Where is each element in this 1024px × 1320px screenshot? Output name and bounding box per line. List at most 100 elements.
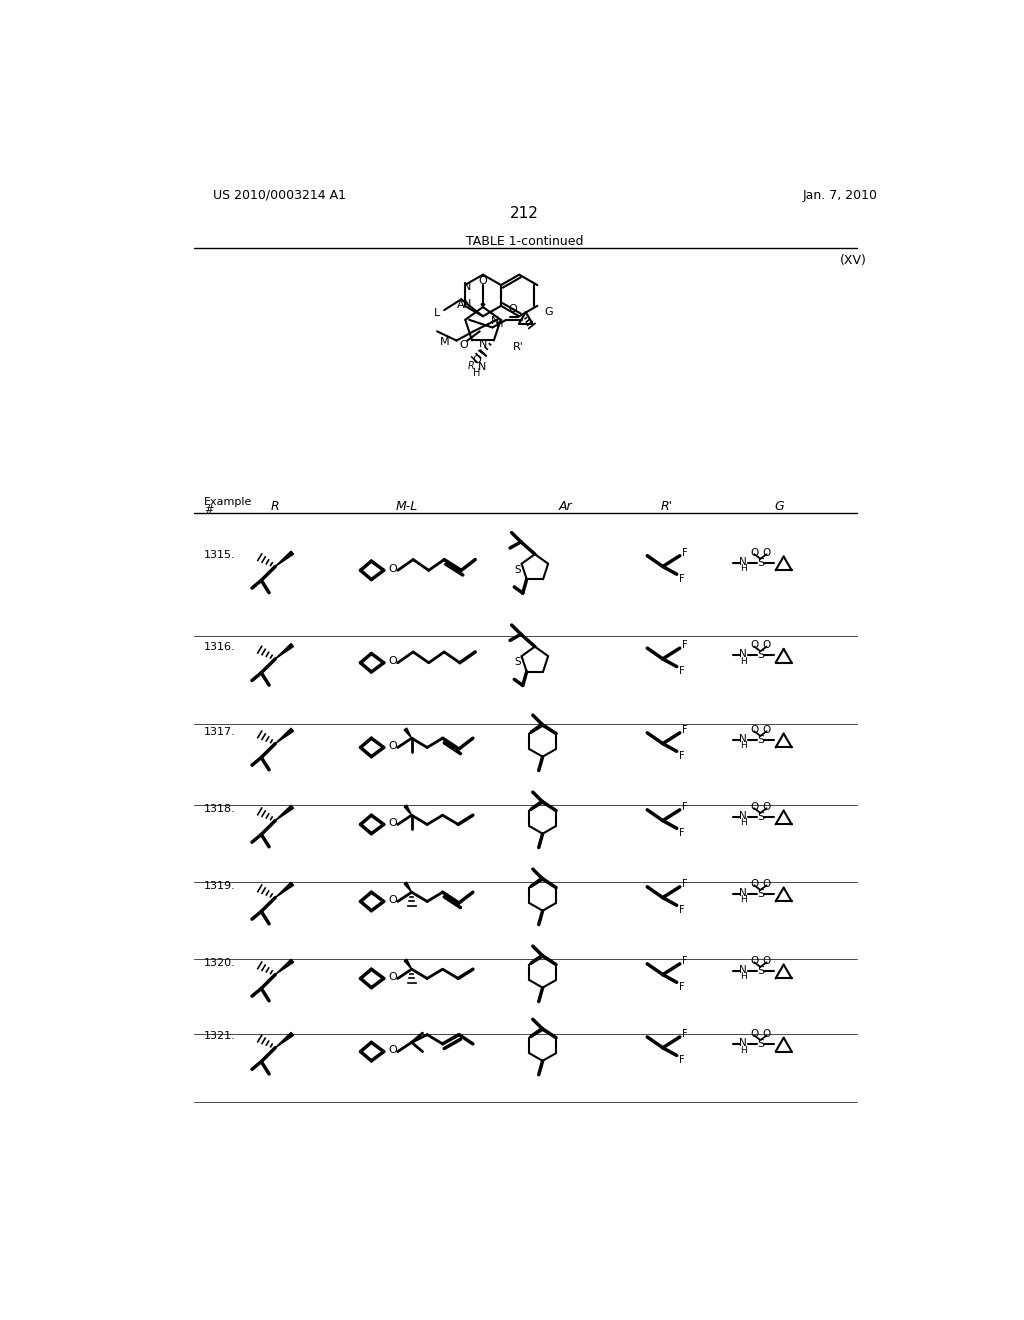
Text: O: O [763,548,771,557]
Text: O: O [478,276,487,286]
Text: O: O [389,741,397,751]
Polygon shape [275,644,294,659]
Text: O: O [508,304,517,314]
Text: F: F [682,640,687,649]
Text: G: G [774,500,783,513]
Text: O: O [763,640,771,649]
Text: F: F [682,879,687,888]
Text: F: F [679,574,684,583]
Text: O: O [389,895,397,906]
Text: F: F [682,956,687,966]
Text: 212: 212 [510,206,540,222]
Text: 1316.: 1316. [204,643,236,652]
Text: S: S [757,735,764,744]
Text: F: F [679,906,684,915]
Polygon shape [404,960,412,969]
Text: N: N [739,965,748,975]
Text: O: O [389,818,397,828]
Text: O: O [750,879,759,888]
Text: O: O [389,972,397,982]
Text: O: O [472,355,481,364]
Text: G: G [545,308,553,317]
Text: S: S [757,1039,764,1049]
Text: S: S [514,657,521,667]
Text: N: N [490,317,499,326]
Text: H: H [740,565,746,573]
Text: US 2010/0003214 A1: US 2010/0003214 A1 [213,189,346,202]
Text: H: H [740,742,746,750]
Text: N: N [463,282,471,292]
Text: N: N [739,888,748,898]
Text: M: M [440,337,450,347]
Text: 1320.: 1320. [204,958,236,968]
Text: H: H [740,973,746,981]
Polygon shape [275,552,294,566]
Text: F: F [682,1028,687,1039]
Text: O: O [763,879,771,888]
Text: R': R' [513,342,523,351]
Text: S: S [757,557,764,568]
Polygon shape [404,805,412,816]
Text: F: F [679,828,684,838]
Text: O: O [763,801,771,812]
Text: #: # [204,504,213,515]
Text: L: L [434,308,440,318]
Text: O: O [750,725,759,735]
Text: H: H [740,895,746,904]
Text: R: R [271,500,280,513]
Text: O: O [460,341,469,350]
Text: O: O [750,640,759,649]
Text: Ar: Ar [457,300,469,310]
Text: F: F [679,1055,684,1065]
Polygon shape [275,882,294,898]
Text: H: H [740,818,746,828]
Text: N: N [463,298,471,309]
Polygon shape [275,805,294,821]
Text: N: N [739,557,748,566]
Text: N: N [479,339,487,350]
Text: O: O [389,656,397,667]
Text: (XV): (XV) [840,253,866,267]
Text: O: O [763,956,771,966]
Text: Ar: Ar [559,500,572,513]
Polygon shape [275,960,294,974]
Text: O: O [763,1028,771,1039]
Polygon shape [404,729,412,738]
Text: 1317.: 1317. [204,727,236,737]
Text: N: N [739,734,748,744]
Text: O: O [750,956,759,966]
Text: F: F [679,751,684,760]
Text: F: F [682,801,687,812]
Text: O: O [750,1028,759,1039]
Text: S: S [757,966,764,975]
Text: H: H [497,318,504,329]
Text: R': R' [660,500,673,513]
Text: S: S [757,649,764,660]
Text: H: H [740,1045,746,1055]
Text: O: O [389,564,397,574]
Text: F: F [682,725,687,735]
Text: F: F [679,982,684,991]
Text: N: N [478,363,486,372]
Text: 1321.: 1321. [204,1031,236,1041]
Text: S: S [514,565,521,574]
Text: M-L: M-L [396,500,418,513]
Polygon shape [275,729,294,743]
Text: 1315.: 1315. [204,550,236,560]
Text: 1318.: 1318. [204,804,236,814]
Polygon shape [481,304,485,308]
Text: H: H [740,657,746,665]
Text: O: O [389,1045,397,1055]
Text: Example: Example [204,496,252,507]
Text: 1319.: 1319. [204,880,236,891]
Text: O: O [750,801,759,812]
Text: N: N [739,1038,748,1048]
Text: R: R [467,360,474,371]
Polygon shape [275,1032,294,1048]
Polygon shape [404,882,412,892]
Text: Jan. 7, 2010: Jan. 7, 2010 [802,189,878,202]
Text: TABLE 1-continued: TABLE 1-continued [466,235,584,248]
Text: H: H [473,368,480,378]
Text: F: F [682,548,687,557]
Text: O: O [763,725,771,735]
